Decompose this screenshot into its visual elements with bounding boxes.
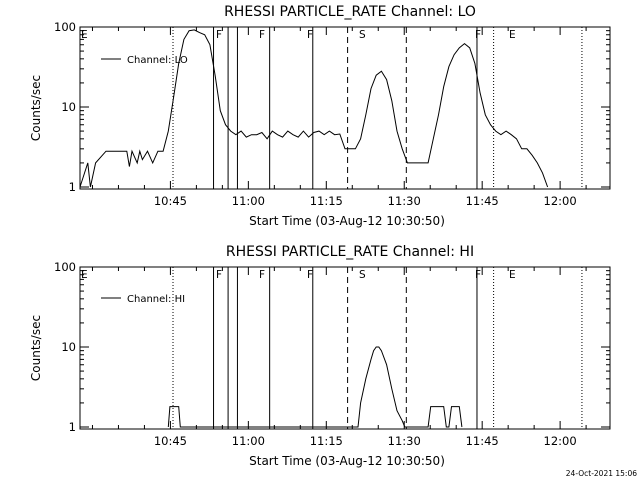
lo-series-line — [79, 29, 549, 188]
lo-axis-ticks: 10:45 11:00 11:15 11:30 11:45 12:00 1 10 100 — [54, 20, 610, 208]
hi-axis-ticks: 10:45 11:00 11:15 11:30 11:45 12:00 1 10 100 — [54, 260, 610, 448]
x-tick-label: 11:45 — [466, 434, 499, 448]
hi-legend-label: Channel: HI — [127, 294, 185, 305]
y-tick-label: 100 — [54, 20, 76, 34]
flag-label: S — [359, 29, 366, 41]
x-tick-label: 11:00 — [232, 434, 265, 448]
hi-xlabel: Start Time (03-Aug-12 10:30:50) — [249, 454, 445, 468]
lo-plot-frame — [79, 26, 611, 190]
hi-series-line — [167, 346, 463, 428]
y-tick-label: 1 — [69, 180, 76, 194]
flag-label: F — [259, 269, 265, 281]
flag-label: F — [307, 269, 313, 281]
x-tick-label: 11:00 — [232, 194, 265, 208]
y-tick-label: 10 — [61, 100, 76, 114]
flag-label: F — [475, 29, 481, 41]
flag-label: E — [81, 269, 88, 281]
x-tick-label: 11:45 — [466, 194, 499, 208]
lo-ylabel: Counts/sec — [29, 75, 43, 141]
lo-panel: RHESSI PARTICLE_RATE Channel: LO E F F F S F E… — [29, 4, 611, 228]
lo-title: RHESSI PARTICLE_RATE Channel: LO — [224, 4, 476, 20]
x-tick-label: 12:00 — [544, 434, 577, 448]
y-tick-label: 100 — [54, 260, 76, 274]
x-tick-label: 11:15 — [310, 434, 343, 448]
generation-timestamp: 24-Oct-2021 15:06 — [566, 469, 637, 478]
y-tick-label: 1 — [69, 420, 76, 434]
hi-ylabel: Counts/sec — [29, 315, 43, 381]
hi-panel: RHESSI PARTICLE_RATE Channel: HI E F F F S F E… — [29, 244, 611, 468]
flag-label: F — [307, 29, 313, 41]
x-tick-label: 10:45 — [154, 434, 187, 448]
x-tick-label: 11:30 — [388, 194, 421, 208]
x-tick-label: 11:30 — [388, 434, 421, 448]
flag-label: E — [81, 29, 88, 41]
x-tick-label: 11:15 — [310, 194, 343, 208]
hi-title: RHESSI PARTICLE_RATE Channel: HI — [226, 244, 474, 260]
hi-plot-frame — [79, 266, 611, 430]
flag-label: F — [216, 29, 222, 41]
x-tick-label: 12:00 — [544, 194, 577, 208]
flag-label: E — [509, 269, 516, 281]
lo-xlabel: Start Time (03-Aug-12 10:30:50) — [249, 214, 445, 228]
flag-label: F — [475, 269, 481, 281]
flag-label: S — [359, 269, 366, 281]
x-tick-label: 10:45 — [154, 194, 187, 208]
flag-label: F — [216, 269, 222, 281]
flag-label: E — [509, 29, 516, 41]
lo-legend-label: Channel: LO — [127, 55, 188, 66]
flag-label: F — [259, 29, 265, 41]
y-tick-label: 10 — [61, 340, 76, 354]
